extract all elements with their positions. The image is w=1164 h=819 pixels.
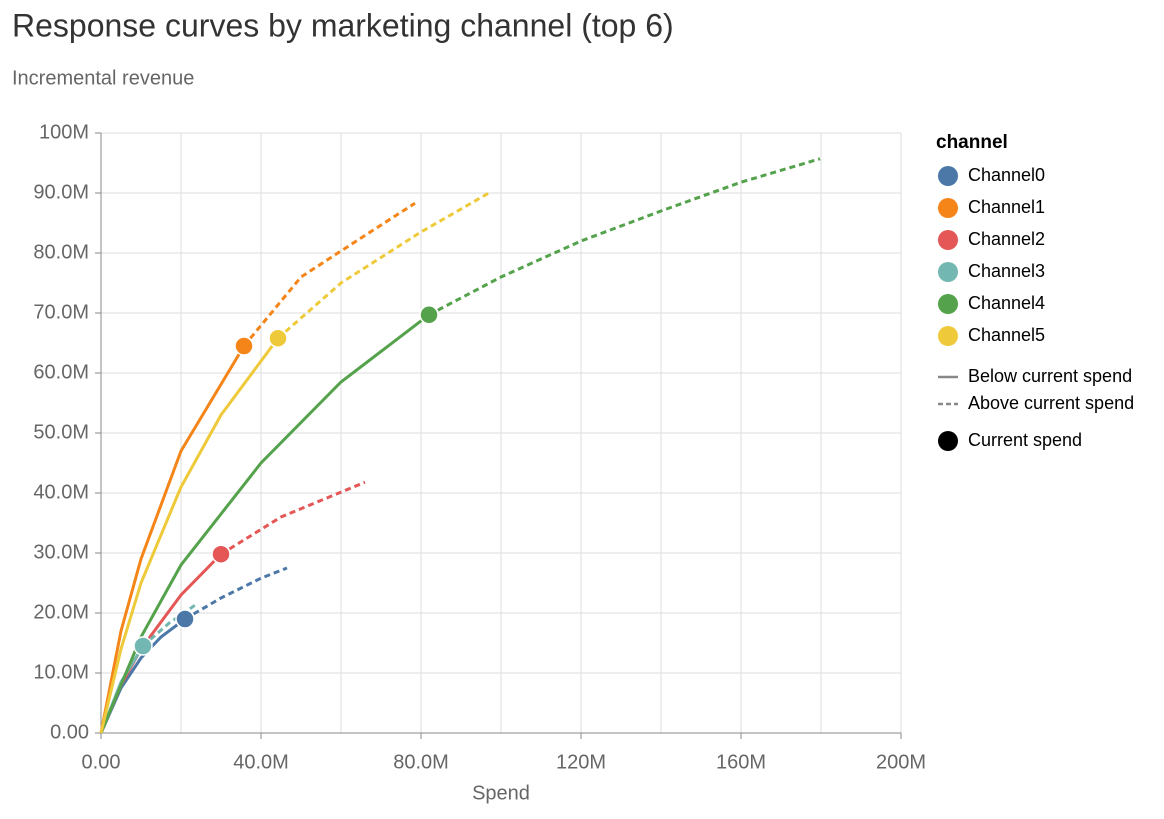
curve-below: [99, 345, 246, 734]
legend-label: Channel5: [968, 325, 1045, 345]
chart-title: Response curves by marketing channel (to…: [12, 7, 674, 43]
legend-swatch: [938, 262, 958, 282]
y-tick-label: 30.0M: [33, 541, 89, 563]
legend-label: Channel4: [968, 293, 1045, 313]
x-tick-label: 80.0M: [393, 751, 449, 773]
y-tick-label: 100M: [39, 121, 89, 143]
y-tick-label: 10.0M: [33, 661, 89, 683]
grid: [95, 132, 902, 739]
current-spend-point: [419, 305, 439, 325]
y-tick-label: 60.0M: [33, 361, 89, 383]
x-tick-label: 120M: [556, 751, 606, 773]
legend-swatch: [938, 166, 958, 186]
current-spend-point: [175, 609, 195, 629]
y-tick-label: 50.0M: [33, 421, 89, 443]
curve-above: [184, 566, 288, 621]
legend-swatch: [938, 326, 958, 346]
legend-label: Channel0: [968, 165, 1045, 185]
legend-title: channel: [936, 132, 1008, 153]
y-tick-label: 40.0M: [33, 481, 89, 503]
x-tick-label: 200M: [876, 751, 926, 773]
x-tick-label: 40.0M: [233, 751, 289, 773]
plot: [99, 157, 821, 734]
legend-label: Above current spend: [968, 393, 1134, 413]
legend-swatch: [938, 294, 958, 314]
curve-below: [99, 337, 280, 734]
current-spend-point: [133, 636, 153, 656]
legend-label: Channel2: [968, 229, 1045, 249]
legend-swatch: [938, 230, 958, 250]
x-tick-label: 0.00: [82, 751, 121, 773]
curve-below: [99, 313, 430, 734]
current-spend-point: [234, 336, 254, 356]
legend-swatch: [938, 431, 958, 451]
current-spend-point: [211, 544, 231, 564]
legend-swatch: [938, 198, 958, 218]
curve-above: [220, 480, 366, 556]
curve-above: [428, 157, 821, 317]
legend-label: Channel3: [968, 261, 1045, 281]
legend-label: Below current spend: [968, 366, 1132, 386]
y-tick-label: 90.0M: [33, 181, 89, 203]
chart-subtitle: Incremental revenue: [12, 67, 194, 89]
curve-above: [277, 190, 492, 340]
y-tick-label: 70.0M: [33, 301, 89, 323]
y-tick-label: 20.0M: [33, 601, 89, 623]
legend-label: Channel1: [968, 197, 1045, 217]
x-axis-title: Spend: [472, 782, 530, 804]
y-tick-label: 80.0M: [33, 241, 89, 263]
curve-above: [242, 201, 416, 347]
current-spend-point: [268, 328, 288, 348]
x-tick-label: 160M: [716, 751, 766, 773]
legend-label: Current spend: [968, 430, 1082, 450]
y-tick-label: 0.00: [50, 721, 89, 743]
